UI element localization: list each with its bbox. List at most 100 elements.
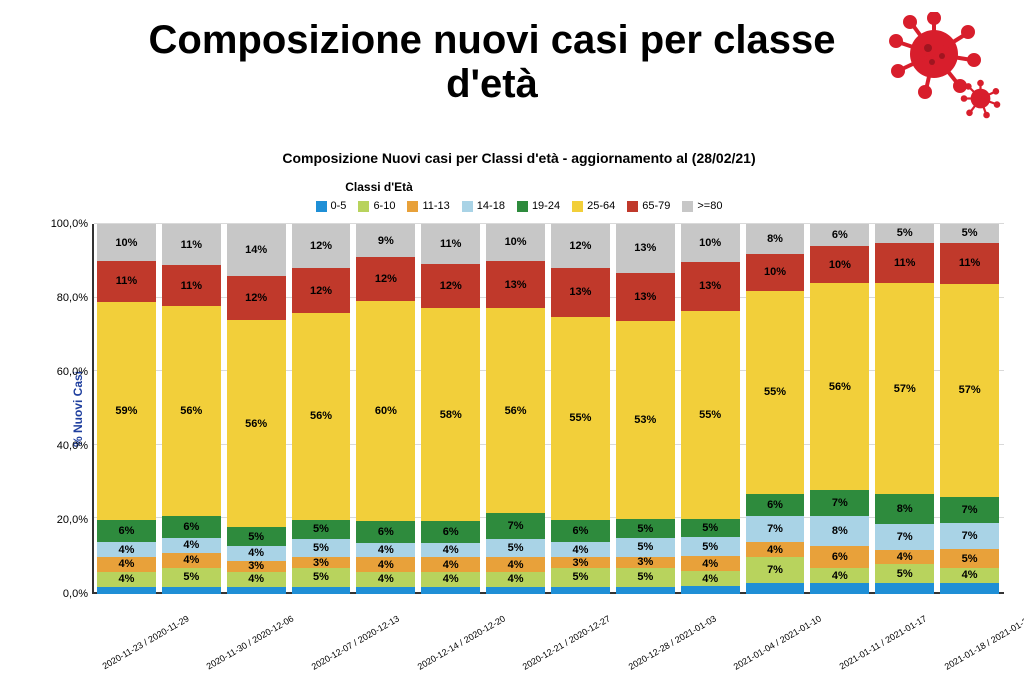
segment-value: 56% bbox=[245, 418, 267, 430]
x-label: 2020-11-23 / 2020-11-29 bbox=[101, 613, 191, 671]
bar-segment: 13% bbox=[551, 268, 610, 316]
bar-segment bbox=[356, 587, 415, 594]
segment-value: 57% bbox=[959, 384, 981, 396]
segment-value: 4% bbox=[248, 547, 264, 559]
segment-value: 5% bbox=[637, 571, 653, 583]
bar-segment: 4% bbox=[227, 572, 286, 587]
segment-value: 10% bbox=[505, 236, 527, 248]
legend-swatch bbox=[572, 201, 583, 212]
legend-item: 14-18 bbox=[462, 200, 505, 212]
legend-swatch bbox=[316, 201, 327, 212]
segment-value: 7% bbox=[508, 520, 524, 532]
segment-value: 5% bbox=[962, 227, 978, 239]
bar-segment bbox=[616, 587, 675, 594]
bar-segment: 57% bbox=[940, 284, 999, 497]
segment-value: 4% bbox=[702, 573, 718, 585]
bar-segment: 56% bbox=[292, 313, 351, 520]
legend-label: >=80 bbox=[697, 200, 722, 212]
page-title: Composizione nuovi casi per classe d'età bbox=[0, 0, 1024, 114]
plot-area: % Nuovi Casi 0,0%20,0%40,0%60,0%80,0%100… bbox=[92, 224, 1004, 594]
segment-value: 5% bbox=[897, 568, 913, 580]
bar-segment: 5% bbox=[616, 568, 675, 587]
bar-segment bbox=[551, 587, 610, 594]
segment-value: 5% bbox=[702, 541, 718, 553]
segment-value: 6% bbox=[443, 526, 459, 538]
bar-segment: 12% bbox=[292, 268, 351, 312]
bar-segment: 5% bbox=[681, 537, 740, 556]
bar-segment: 58% bbox=[421, 308, 480, 520]
segment-value: 5% bbox=[897, 227, 913, 239]
bar-segment: 57% bbox=[875, 283, 934, 494]
bar-segment: 5% bbox=[162, 568, 221, 587]
segment-value: 7% bbox=[962, 530, 978, 542]
chart-title: Composizione Nuovi casi per Classi d'età… bbox=[30, 150, 1008, 166]
segment-value: 4% bbox=[702, 558, 718, 570]
x-label: 2020-12-28 / 2021-01-03 bbox=[627, 613, 718, 671]
segment-value: 4% bbox=[443, 544, 459, 556]
bar-segment: 7% bbox=[746, 516, 805, 542]
segment-value: 4% bbox=[897, 551, 913, 563]
bar-segment: 13% bbox=[616, 273, 675, 322]
segment-value: 5% bbox=[962, 553, 978, 565]
legend-swatch bbox=[517, 201, 528, 212]
bar: 4%5%7%7%57%11%5% bbox=[940, 224, 999, 594]
bar: 4%6%8%7%56%10%6% bbox=[810, 224, 869, 594]
legend-label: 14-18 bbox=[477, 200, 505, 212]
bar-segment: 9% bbox=[356, 224, 415, 257]
segment-value: 4% bbox=[443, 559, 459, 571]
bar-segment: 4% bbox=[97, 542, 156, 557]
segment-value: 7% bbox=[832, 497, 848, 509]
segment-value: 4% bbox=[183, 554, 199, 566]
y-tick: 100,0% bbox=[51, 218, 88, 230]
legend-caption: Classi d'Età bbox=[0, 180, 1008, 194]
segment-value: 11% bbox=[181, 280, 202, 292]
bar-segment: 6% bbox=[97, 520, 156, 542]
bar-segment: 4% bbox=[356, 543, 415, 558]
bar-segment bbox=[746, 583, 805, 594]
bar-segment: 11% bbox=[875, 243, 934, 284]
legend-label: 25-64 bbox=[587, 200, 615, 212]
bar-segment: 4% bbox=[486, 572, 545, 587]
bar-segment bbox=[875, 583, 934, 594]
bar-segment: 55% bbox=[551, 317, 610, 521]
bar-segment: 4% bbox=[681, 556, 740, 571]
bar-segment: 14% bbox=[227, 224, 286, 276]
bar: 5%4%4%6%56%11%11% bbox=[162, 224, 221, 594]
segment-value: 55% bbox=[764, 386, 786, 398]
bar-segment: 12% bbox=[421, 264, 480, 308]
bar-segment: 7% bbox=[486, 513, 545, 539]
bar-segment: 10% bbox=[810, 246, 869, 283]
bar-segment: 4% bbox=[356, 557, 415, 572]
segment-value: 11% bbox=[181, 239, 202, 251]
segment-value: 13% bbox=[699, 280, 721, 292]
segment-value: 14% bbox=[245, 244, 267, 256]
bar-segment: 8% bbox=[810, 516, 869, 546]
bar-segment: 11% bbox=[940, 243, 999, 284]
bar-segment: 10% bbox=[97, 224, 156, 261]
bar-segment: 5% bbox=[292, 539, 351, 558]
segment-value: 4% bbox=[248, 573, 264, 585]
bar: 4%3%4%5%56%12%14% bbox=[227, 224, 286, 594]
bar-segment: 4% bbox=[421, 572, 480, 587]
legend-label: 19-24 bbox=[532, 200, 560, 212]
segment-value: 9% bbox=[378, 235, 394, 247]
legend-swatch bbox=[462, 201, 473, 212]
y-tick: 40,0% bbox=[57, 440, 88, 452]
bar-segment: 4% bbox=[97, 572, 156, 587]
virus-icon bbox=[886, 12, 1006, 137]
bar-segment: 60% bbox=[356, 301, 415, 521]
bar-segment: 6% bbox=[551, 520, 610, 542]
segment-value: 10% bbox=[115, 237, 137, 249]
x-labels: 2020-11-23 / 2020-11-292020-11-30 / 2020… bbox=[92, 594, 1004, 684]
segment-value: 5% bbox=[637, 541, 653, 553]
segment-value: 4% bbox=[378, 544, 394, 556]
legend-item: 6-10 bbox=[358, 200, 395, 212]
segment-value: 5% bbox=[183, 571, 199, 583]
y-tick: 60,0% bbox=[57, 366, 88, 378]
bar-segment: 5% bbox=[940, 549, 999, 568]
bar-segment: 4% bbox=[875, 550, 934, 565]
bar-segment: 6% bbox=[421, 521, 480, 543]
legend-item: >=80 bbox=[682, 200, 722, 212]
bar-segment: 4% bbox=[421, 543, 480, 558]
bar-segment: 6% bbox=[810, 546, 869, 568]
